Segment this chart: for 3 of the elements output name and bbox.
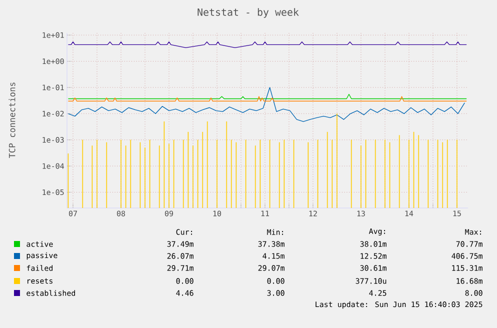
- y-axis-title: TCP connections: [8, 82, 16, 158]
- chart-title: Netstat - by week: [198, 8, 299, 18]
- line-series: [68, 87, 465, 122]
